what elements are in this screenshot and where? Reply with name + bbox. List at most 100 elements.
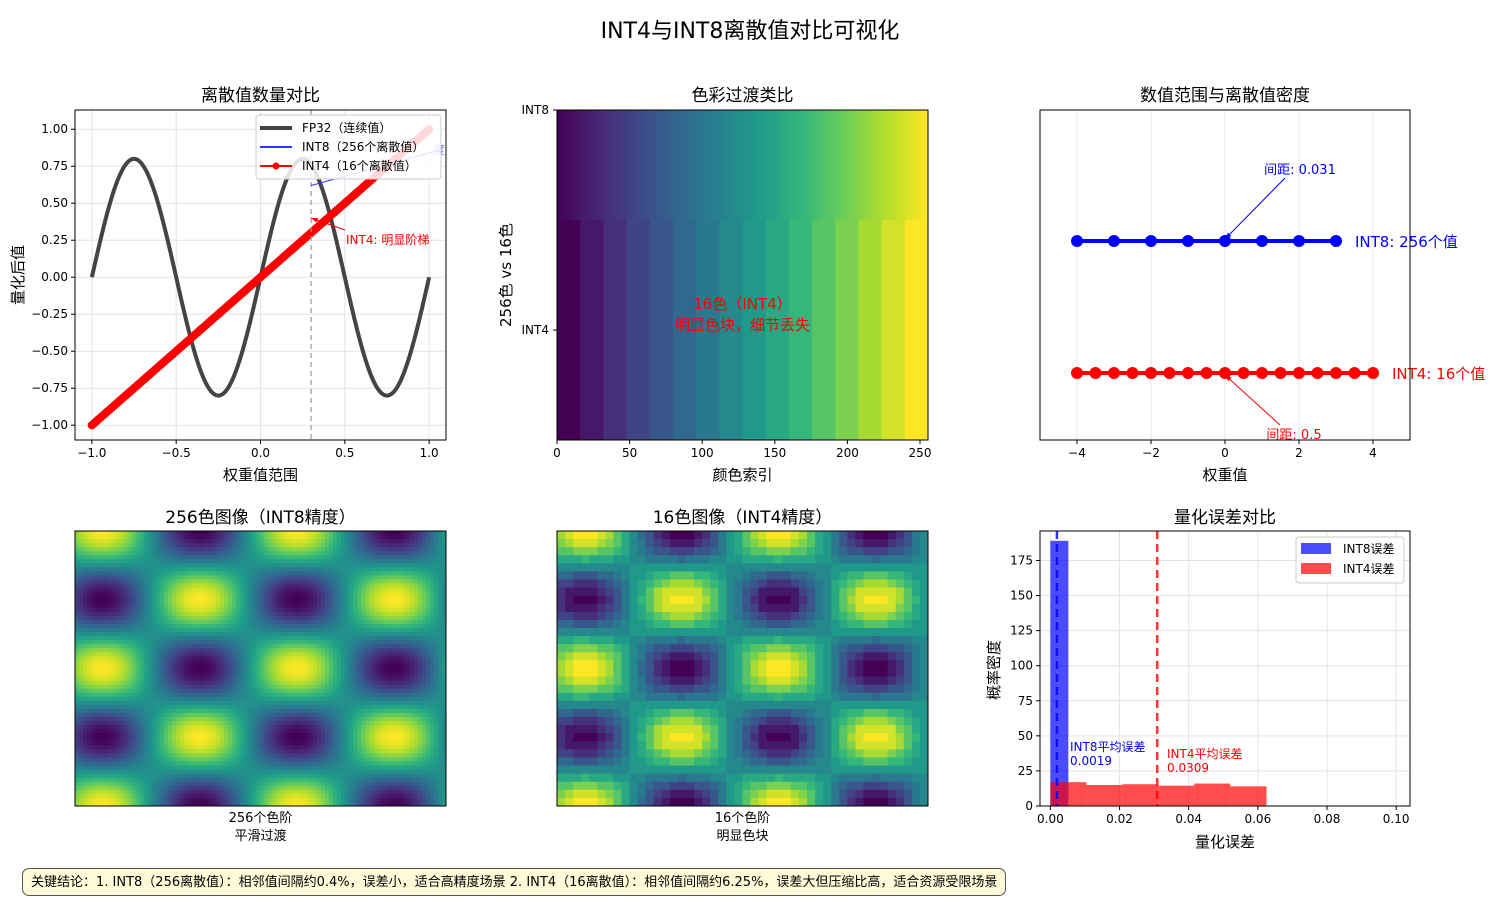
image-pixel (155, 579, 161, 585)
image-pixel (187, 660, 193, 665)
image-pixel (83, 579, 88, 585)
image-pixel (123, 595, 128, 601)
image-pixel (353, 607, 358, 613)
image-pixel (127, 648, 132, 653)
image-pixel (308, 591, 314, 597)
image-pixel (296, 563, 302, 568)
image-pixel (248, 668, 253, 674)
image-pixel (79, 587, 84, 593)
image-pixel (349, 619, 354, 625)
image-pixel (264, 571, 270, 576)
image-pixel (200, 591, 205, 597)
image-pixel (147, 636, 153, 641)
int8-color-cell (688, 110, 691, 220)
image-pixel (131, 704, 136, 710)
image-pixel (167, 624, 173, 629)
image-pixel (365, 721, 370, 726)
image-pixel (167, 579, 173, 585)
image-pixel (329, 708, 334, 714)
image-pixel (304, 652, 310, 657)
image-pixel (252, 611, 257, 617)
image-pixel (240, 603, 245, 609)
image-pixel (179, 640, 185, 645)
image-pixel (127, 712, 132, 718)
image-pixel (155, 632, 161, 637)
image-pixel (256, 652, 261, 657)
image-pixel (413, 571, 419, 576)
image-pixel (353, 672, 358, 678)
image-pixel (405, 632, 411, 637)
image-pixel (413, 595, 419, 601)
image-pixel (187, 547, 193, 552)
int4-point (1089, 367, 1102, 379)
int8-color-cell (609, 110, 612, 220)
image-pixel (167, 717, 173, 722)
image-pixel (284, 539, 290, 544)
image-pixel (119, 717, 124, 722)
image-pixel (115, 640, 120, 645)
image-pixel (304, 595, 310, 601)
image-pixel (401, 539, 407, 544)
image-pixel (369, 547, 374, 552)
image-pixel (103, 696, 108, 702)
image-pixel (385, 575, 391, 581)
image-pixel (272, 660, 278, 665)
image-pixel (204, 579, 209, 585)
image-pixel (353, 539, 358, 544)
image-pixel (167, 712, 173, 718)
image-pixel (123, 543, 128, 548)
figure-title: INT4与INT8离散值对比可视化 (601, 19, 900, 44)
image-pixel (373, 543, 378, 548)
image-pixel (300, 599, 306, 605)
image-pixel (127, 615, 132, 621)
image-pixel (83, 531, 88, 536)
image-pixel (155, 567, 161, 572)
image-pixel (413, 712, 419, 718)
image-pixel (127, 656, 132, 661)
image-pixel (425, 652, 431, 657)
image-pixel (159, 660, 165, 665)
image-pixel (99, 619, 104, 625)
image-pixel (389, 717, 395, 722)
image-pixel (240, 599, 245, 605)
image-pixel (296, 535, 302, 540)
image-pixel (195, 700, 201, 706)
image-pixel (268, 551, 274, 556)
image-pixel (151, 555, 157, 560)
image-pixel (91, 595, 96, 601)
image-pixel (405, 660, 411, 665)
image-pixel (220, 717, 225, 722)
image-pixel (417, 712, 423, 718)
image-pixel (127, 539, 132, 544)
image-pixel (316, 607, 322, 613)
image-pixel (175, 611, 181, 617)
image-pixel (123, 567, 128, 572)
image-pixel (292, 652, 298, 657)
image-pixel (127, 652, 132, 657)
image-pixel (312, 531, 318, 536)
image-pixel (385, 587, 391, 593)
image-pixel (256, 583, 261, 589)
image-pixel (397, 599, 403, 605)
image-pixel (397, 632, 403, 637)
image-pixel (413, 539, 419, 544)
image-pixel (345, 587, 350, 593)
image-pixel (95, 640, 100, 645)
image-pixel (155, 559, 161, 564)
image-pixel (308, 615, 314, 621)
image-pixel (135, 696, 141, 702)
image-pixel (75, 704, 80, 710)
image-pixel (433, 660, 439, 665)
int4-color-cell (765, 220, 790, 440)
image-pixel (409, 708, 415, 714)
image-pixel (437, 619, 443, 625)
image-pixel (167, 692, 173, 698)
image-pixel (437, 668, 443, 674)
image-pixel (151, 688, 157, 694)
image-pixel (373, 575, 378, 581)
image-pixel (131, 587, 136, 593)
image-pixel (228, 555, 233, 560)
image-pixel (95, 587, 100, 593)
image-pixel (409, 547, 415, 552)
image-pixel (385, 708, 391, 714)
